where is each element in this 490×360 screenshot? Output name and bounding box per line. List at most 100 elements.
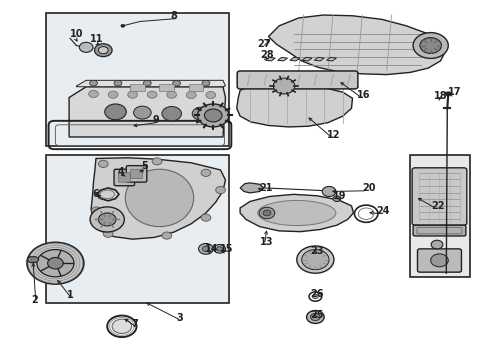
Circle shape (103, 230, 113, 237)
FancyBboxPatch shape (413, 225, 466, 236)
Circle shape (217, 247, 222, 251)
FancyBboxPatch shape (189, 84, 203, 91)
Text: 4: 4 (118, 167, 125, 177)
Circle shape (313, 294, 318, 299)
Circle shape (302, 249, 329, 270)
Circle shape (333, 196, 341, 202)
Circle shape (420, 38, 441, 53)
Polygon shape (237, 84, 352, 127)
Circle shape (259, 207, 275, 219)
Circle shape (431, 254, 448, 267)
Circle shape (162, 107, 181, 121)
Text: 25: 25 (311, 310, 324, 320)
Polygon shape (269, 15, 445, 75)
Polygon shape (302, 57, 312, 61)
Circle shape (167, 91, 176, 98)
Text: 15: 15 (220, 244, 233, 254)
FancyBboxPatch shape (130, 84, 145, 91)
Text: 28: 28 (261, 50, 274, 60)
Circle shape (105, 104, 126, 120)
Circle shape (98, 213, 116, 226)
Polygon shape (266, 57, 275, 61)
Circle shape (186, 91, 196, 99)
Circle shape (197, 104, 229, 127)
Circle shape (144, 80, 151, 86)
Ellipse shape (258, 201, 336, 226)
Circle shape (311, 314, 320, 320)
Circle shape (108, 91, 118, 98)
Text: 27: 27 (258, 39, 271, 49)
Polygon shape (315, 57, 324, 61)
Circle shape (192, 107, 210, 120)
Circle shape (198, 243, 213, 254)
FancyBboxPatch shape (237, 71, 358, 89)
Circle shape (98, 46, 108, 54)
Text: 1: 1 (67, 291, 74, 300)
Circle shape (114, 80, 122, 86)
FancyBboxPatch shape (410, 155, 470, 277)
Polygon shape (69, 87, 225, 137)
Polygon shape (240, 183, 264, 193)
FancyBboxPatch shape (114, 169, 135, 186)
Circle shape (307, 311, 324, 323)
Circle shape (90, 207, 124, 232)
Text: 2: 2 (31, 294, 38, 305)
Text: 20: 20 (362, 183, 376, 193)
FancyBboxPatch shape (412, 168, 467, 225)
FancyBboxPatch shape (126, 166, 147, 182)
Circle shape (147, 91, 157, 98)
Text: 23: 23 (311, 246, 324, 256)
Polygon shape (76, 80, 225, 87)
Polygon shape (91, 158, 225, 239)
Circle shape (216, 186, 225, 194)
Polygon shape (327, 57, 336, 61)
Circle shape (121, 24, 125, 27)
Circle shape (201, 169, 211, 176)
Circle shape (206, 91, 216, 99)
Circle shape (202, 246, 210, 252)
Circle shape (263, 210, 271, 216)
Text: 10: 10 (70, 29, 84, 39)
Polygon shape (278, 57, 288, 61)
Circle shape (30, 258, 35, 261)
Text: 21: 21 (260, 183, 273, 193)
Polygon shape (27, 257, 39, 262)
Circle shape (48, 257, 63, 269)
Circle shape (89, 90, 98, 98)
Circle shape (322, 186, 336, 197)
Text: 17: 17 (448, 87, 462, 96)
Text: 19: 19 (333, 191, 346, 201)
Circle shape (273, 78, 295, 94)
Text: 14: 14 (205, 244, 219, 255)
Polygon shape (240, 194, 353, 231)
Circle shape (90, 80, 98, 86)
Circle shape (202, 80, 210, 86)
Circle shape (413, 33, 448, 58)
Circle shape (79, 42, 93, 52)
FancyBboxPatch shape (46, 13, 229, 146)
Circle shape (445, 92, 451, 96)
FancyBboxPatch shape (417, 249, 462, 272)
FancyBboxPatch shape (131, 169, 143, 179)
Circle shape (92, 207, 101, 214)
Text: 16: 16 (357, 90, 371, 100)
Circle shape (204, 109, 222, 122)
Text: 18: 18 (434, 91, 447, 101)
Text: 9: 9 (152, 114, 159, 125)
Circle shape (214, 244, 225, 253)
Text: 12: 12 (327, 130, 341, 140)
Text: 3: 3 (176, 312, 183, 323)
Text: 6: 6 (93, 189, 99, 199)
Ellipse shape (125, 169, 194, 226)
Text: 24: 24 (376, 206, 390, 216)
Text: 26: 26 (311, 289, 324, 298)
Circle shape (162, 232, 172, 239)
Circle shape (98, 160, 108, 167)
Text: 11: 11 (90, 34, 103, 44)
FancyBboxPatch shape (159, 84, 174, 91)
Text: 22: 22 (432, 201, 445, 211)
Circle shape (27, 242, 84, 284)
Text: 8: 8 (171, 11, 177, 21)
Circle shape (431, 240, 443, 249)
Circle shape (201, 214, 211, 221)
